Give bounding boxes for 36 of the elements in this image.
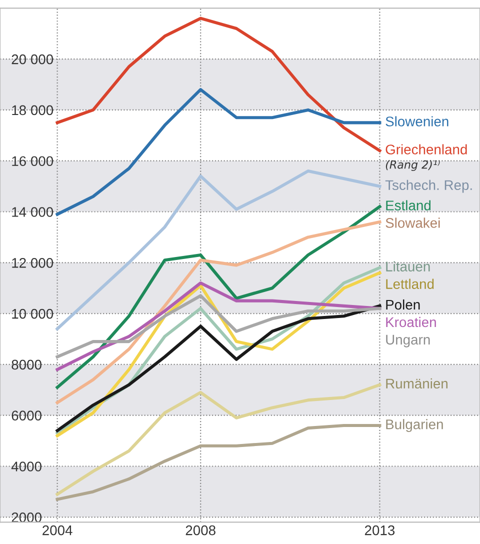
line-series: [56, 88, 382, 216]
series-label: Bulgarien: [386, 419, 443, 432]
series-label: Litauen: [386, 261, 430, 272]
line-series: [56, 424, 382, 501]
y-tick-label: 20 000: [12, 54, 54, 64]
annotation: (Rang 2)¹⁾: [386, 160, 440, 171]
x-tick-label: 2008: [186, 525, 216, 536]
line-series: [56, 16, 382, 152]
y-tick-label: 2000: [12, 512, 42, 522]
y-tick-label: 16 000: [12, 156, 54, 166]
series-label: Griechenland: [386, 144, 467, 154]
line-series: [56, 281, 382, 372]
y-tick-label: 14 000: [12, 207, 54, 217]
series-label: Polen: [386, 299, 420, 310]
series-label: Ungarn: [386, 334, 430, 348]
series-label: Slowakei: [386, 218, 440, 228]
series-label: Slowenien: [386, 116, 448, 126]
line-series: [56, 205, 382, 389]
series-label: Estland: [386, 200, 431, 210]
series-label: Tschech. Rep.: [385, 180, 472, 193]
y-tick-label: 8000: [12, 360, 42, 370]
series-label: Lettland: [386, 278, 434, 289]
y-tick-label: 6000: [12, 410, 42, 421]
x-tick-label: 2013: [364, 525, 395, 536]
series-label: Rumänien: [386, 378, 448, 389]
y-tick-label: 18 000: [12, 105, 54, 116]
series-label: Kroatien: [386, 316, 436, 328]
line-series: [56, 383, 382, 496]
line-series: [56, 304, 382, 432]
y-tick-label: 4000: [11, 462, 42, 472]
x-tick-label: 2004: [42, 525, 72, 536]
line-series: [56, 220, 382, 404]
y-tick-label: 12 000: [12, 258, 54, 268]
line-series: [56, 170, 382, 330]
y-tick-label: 10 000: [12, 308, 54, 319]
line-series: [56, 294, 382, 358]
